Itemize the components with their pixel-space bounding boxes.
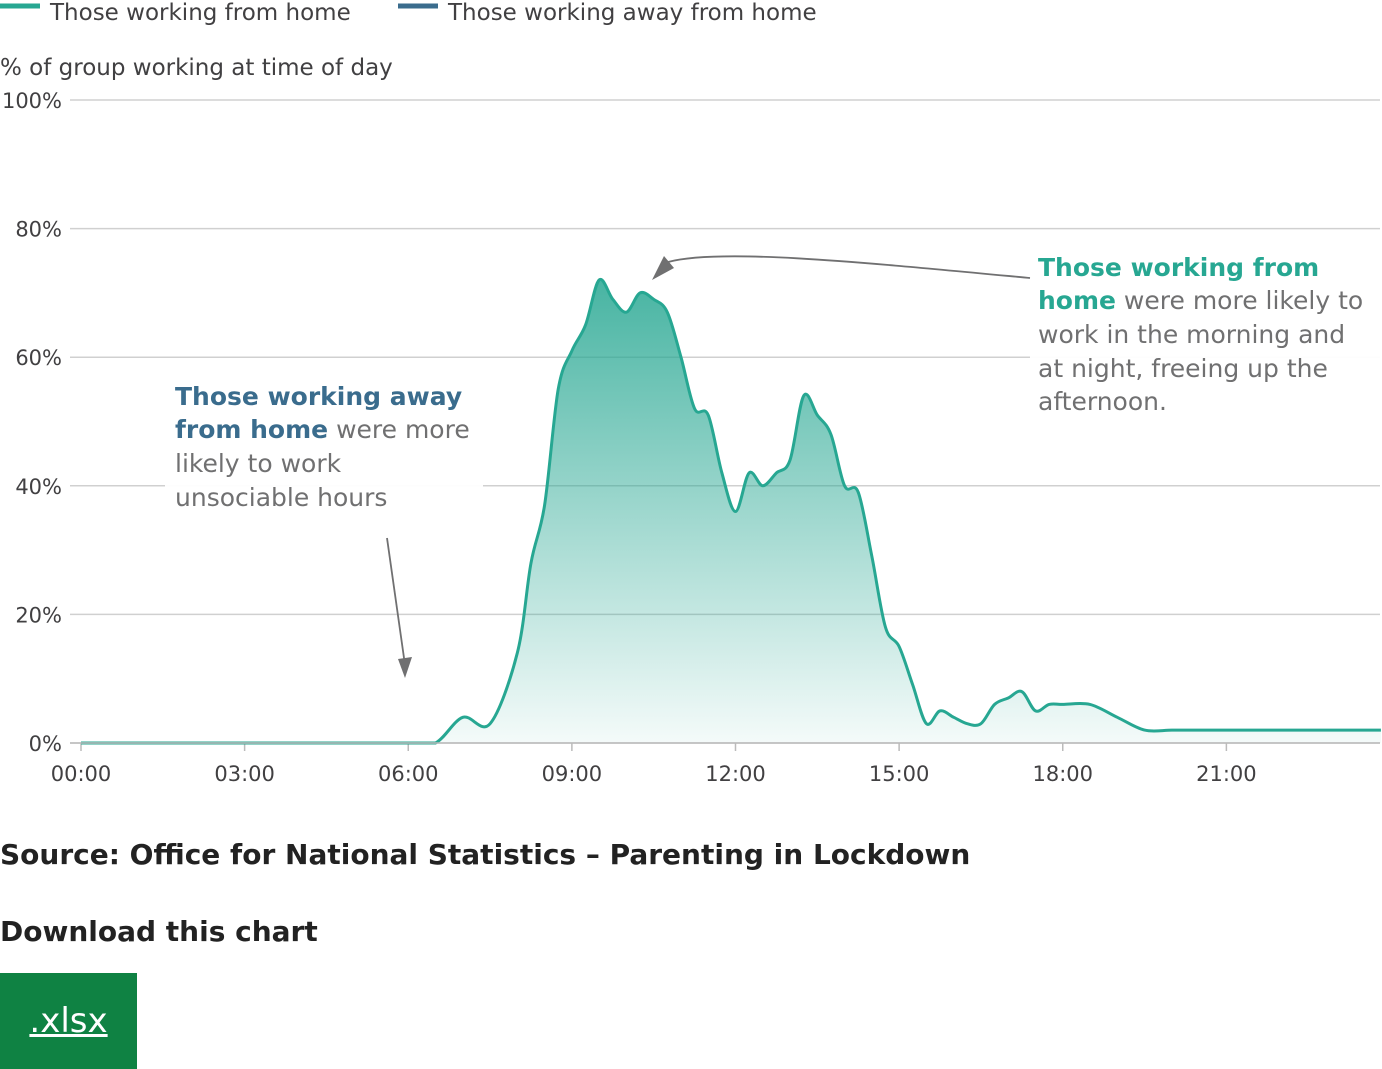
x-tick-label-1500: 15:00 (869, 762, 930, 786)
series-layer (70, 277, 1381, 745)
annotation-away-line-4: unsociable hours (175, 483, 387, 512)
annotation-home-bold-1: Those working from (1038, 253, 1319, 282)
annotation-away-line-3: likely to work (175, 449, 342, 478)
y-tick-label-0: 0% (29, 732, 62, 756)
y-tick-label-20: 20% (15, 603, 62, 627)
x-tick-label-0600: 06:00 (378, 762, 439, 786)
x-tick-label-0000: 00:00 (51, 762, 112, 786)
annotation-away-rest-first: were more (328, 415, 470, 444)
annotation-away-line-2: from home were more (175, 415, 470, 444)
annotation-home-arrow-head (652, 256, 674, 280)
series-area-home (81, 279, 1381, 743)
y-tick-label-100: 100% (2, 89, 62, 113)
x-tick-label-0300: 03:00 (214, 762, 275, 786)
annotation-home: Those working from home were more likely… (652, 245, 1380, 420)
x-axis: 00:00 03:00 06:00 09:00 12:00 15:00 18:00 21:00 (51, 743, 1257, 786)
y-tick-label-40: 40% (15, 475, 62, 499)
y-axis: 0% 20% 40% 60% 80% 100% (2, 89, 62, 756)
annotation-away: Those working away from home were more l… (165, 375, 483, 678)
x-tick-label-1200: 12:00 (705, 762, 766, 786)
annotation-away-bold-2: from home (175, 415, 328, 444)
y-tick-label-60: 60% (15, 346, 62, 370)
annotation-home-line-4: at night, freeing up the (1038, 354, 1328, 383)
chart: Those working from home Those working aw… (0, 0, 1381, 786)
x-tick-label-2100: 21:00 (1196, 762, 1257, 786)
download-xlsx-button[interactable]: .xlsx (0, 973, 137, 1069)
x-tick-label-1800: 18:00 (1032, 762, 1093, 786)
source-note: Source: Office for National Statistics –… (0, 838, 971, 871)
annotation-away-arrow-head (398, 657, 412, 678)
annotation-home-arrow-line (667, 255, 1031, 279)
annotation-home-line-3: work in the morning and (1038, 320, 1345, 349)
annotation-home-line-5: afternoon. (1038, 387, 1167, 416)
legend: Those working from home Those working aw… (0, 0, 817, 26)
download-title: Download this chart (0, 915, 318, 948)
x-tick-label-0900: 09:00 (542, 762, 603, 786)
annotation-home-rest-first: were more likely to (1116, 286, 1363, 315)
y-axis-title: % of group working at time of day (0, 55, 393, 81)
annotation-home-bg (1030, 245, 1380, 420)
legend-label-away: Those working away from home (447, 0, 817, 26)
legend-label-home: Those working from home (49, 0, 351, 26)
annotation-away-bold-1: Those working away (175, 382, 462, 411)
annotation-home-bold-2: home (1038, 286, 1116, 315)
annotation-away-bg (165, 375, 483, 515)
annotation-home-line-2: home were more likely to (1038, 286, 1363, 315)
y-tick-label-80: 80% (15, 218, 62, 242)
annotation-away-arrow-line (386, 537, 406, 666)
